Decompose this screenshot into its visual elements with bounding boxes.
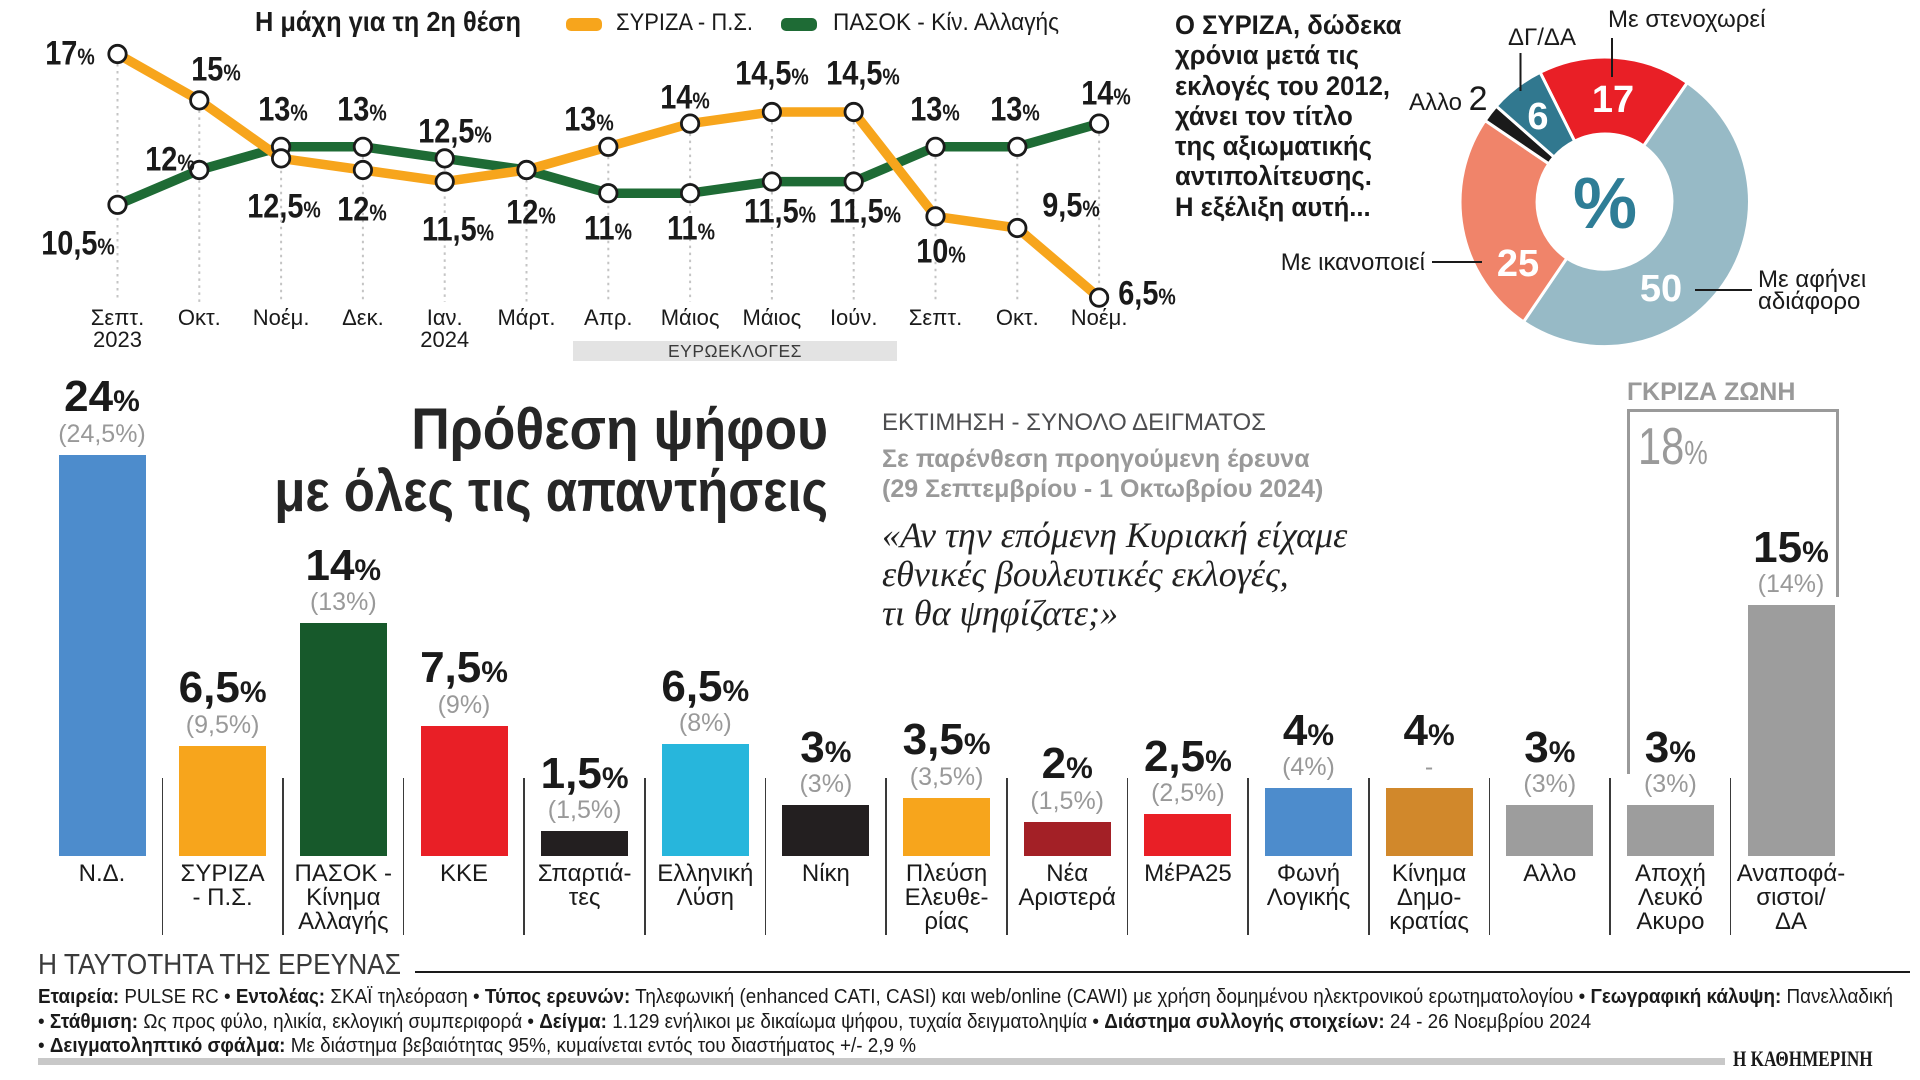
svg-text:Οκτ.: Οκτ. xyxy=(996,305,1039,330)
svg-text:10,5%: 10,5% xyxy=(41,223,115,262)
svg-text:11%: 11% xyxy=(667,208,715,247)
svg-text:12%: 12% xyxy=(337,189,387,228)
svg-text:12%: 12% xyxy=(145,139,195,178)
svg-text:Νοέμ.: Νοέμ. xyxy=(1071,305,1128,330)
svg-text:Ιούν.: Ιούν. xyxy=(830,305,878,330)
svg-text:ΣΥΡΙΖΑ - Π.Σ.: ΣΥΡΙΖΑ - Π.Σ. xyxy=(616,9,753,36)
svg-text:11,5%: 11,5% xyxy=(422,209,494,248)
svg-text:Η μάχη για τη 2η θέση: Η μάχη για τη 2η θέση xyxy=(255,6,521,37)
svg-text:14%: 14% xyxy=(1081,73,1131,112)
svg-text:Με αφήνει: Με αφήνει xyxy=(1758,266,1866,293)
svg-text:ΠΑΣΟΚ - Κίν. Αλλαγής: ΠΑΣΟΚ - Κίν. Αλλαγής xyxy=(833,9,1059,36)
svg-text:13%: 13% xyxy=(258,89,308,128)
svg-text:12,5%: 12,5% xyxy=(418,111,492,150)
svg-text:Νοέμ.: Νοέμ. xyxy=(253,305,310,330)
svg-text:2023: 2023 xyxy=(93,327,142,352)
svg-text:50: 50 xyxy=(1640,268,1682,310)
svg-text:Σεπτ.: Σεπτ. xyxy=(91,305,144,330)
svg-text:6: 6 xyxy=(1527,96,1548,138)
svg-text:Μάιος: Μάιος xyxy=(743,305,802,330)
svg-text:Μάιος: Μάιος xyxy=(661,305,720,330)
svg-text:15%: 15% xyxy=(191,49,241,88)
svg-text:14,5%: 14,5% xyxy=(735,53,809,92)
svg-text:12%: 12% xyxy=(506,192,556,231)
svg-text:13%: 13% xyxy=(910,89,960,128)
svg-text:14%: 14% xyxy=(660,77,710,116)
svg-text:ΕΥΡΩΕΚΛΟΓΕΣ: ΕΥΡΩΕΚΛΟΓΕΣ xyxy=(668,341,802,361)
svg-text:13%: 13% xyxy=(990,89,1040,128)
svg-text:25: 25 xyxy=(1497,243,1539,285)
svg-text:13%: 13% xyxy=(564,99,614,138)
svg-text:Οκτ.: Οκτ. xyxy=(178,305,221,330)
svg-text:αδιάφορο: αδιάφορο xyxy=(1758,288,1860,315)
svg-text:17: 17 xyxy=(1592,79,1634,121)
svg-text:11,5%: 11,5% xyxy=(744,191,816,230)
svg-text:Με στενοχωρεί: Με στενοχωρεί xyxy=(1608,6,1766,33)
svg-text:Με ικανοποιεί: Με ικανοποιεί xyxy=(1281,249,1426,276)
svg-text:Δεκ.: Δεκ. xyxy=(342,305,384,330)
svg-text:13%: 13% xyxy=(337,89,387,128)
svg-text:%: % xyxy=(1573,164,1637,244)
svg-text:11,5%: 11,5% xyxy=(829,191,901,230)
svg-text:ΔΓ/ΔΑ: ΔΓ/ΔΑ xyxy=(1508,24,1576,51)
svg-text:9,5%: 9,5% xyxy=(1042,185,1100,224)
svg-text:2024: 2024 xyxy=(420,327,469,352)
svg-text:12,5%: 12,5% xyxy=(247,186,321,225)
svg-text:Ιαν.: Ιαν. xyxy=(427,305,463,330)
svg-text:Σεπτ.: Σεπτ. xyxy=(909,305,962,330)
svg-text:Απρ.: Απρ. xyxy=(584,305,632,330)
svg-text:14,5%: 14,5% xyxy=(826,53,900,92)
svg-text:10%: 10% xyxy=(916,231,966,270)
svg-text:17%: 17% xyxy=(45,33,95,72)
svg-text:Μάρτ.: Μάρτ. xyxy=(497,305,555,330)
svg-text:11%: 11% xyxy=(584,208,632,247)
svg-text:Αλλο 2: Αλλο 2 xyxy=(1409,80,1488,118)
